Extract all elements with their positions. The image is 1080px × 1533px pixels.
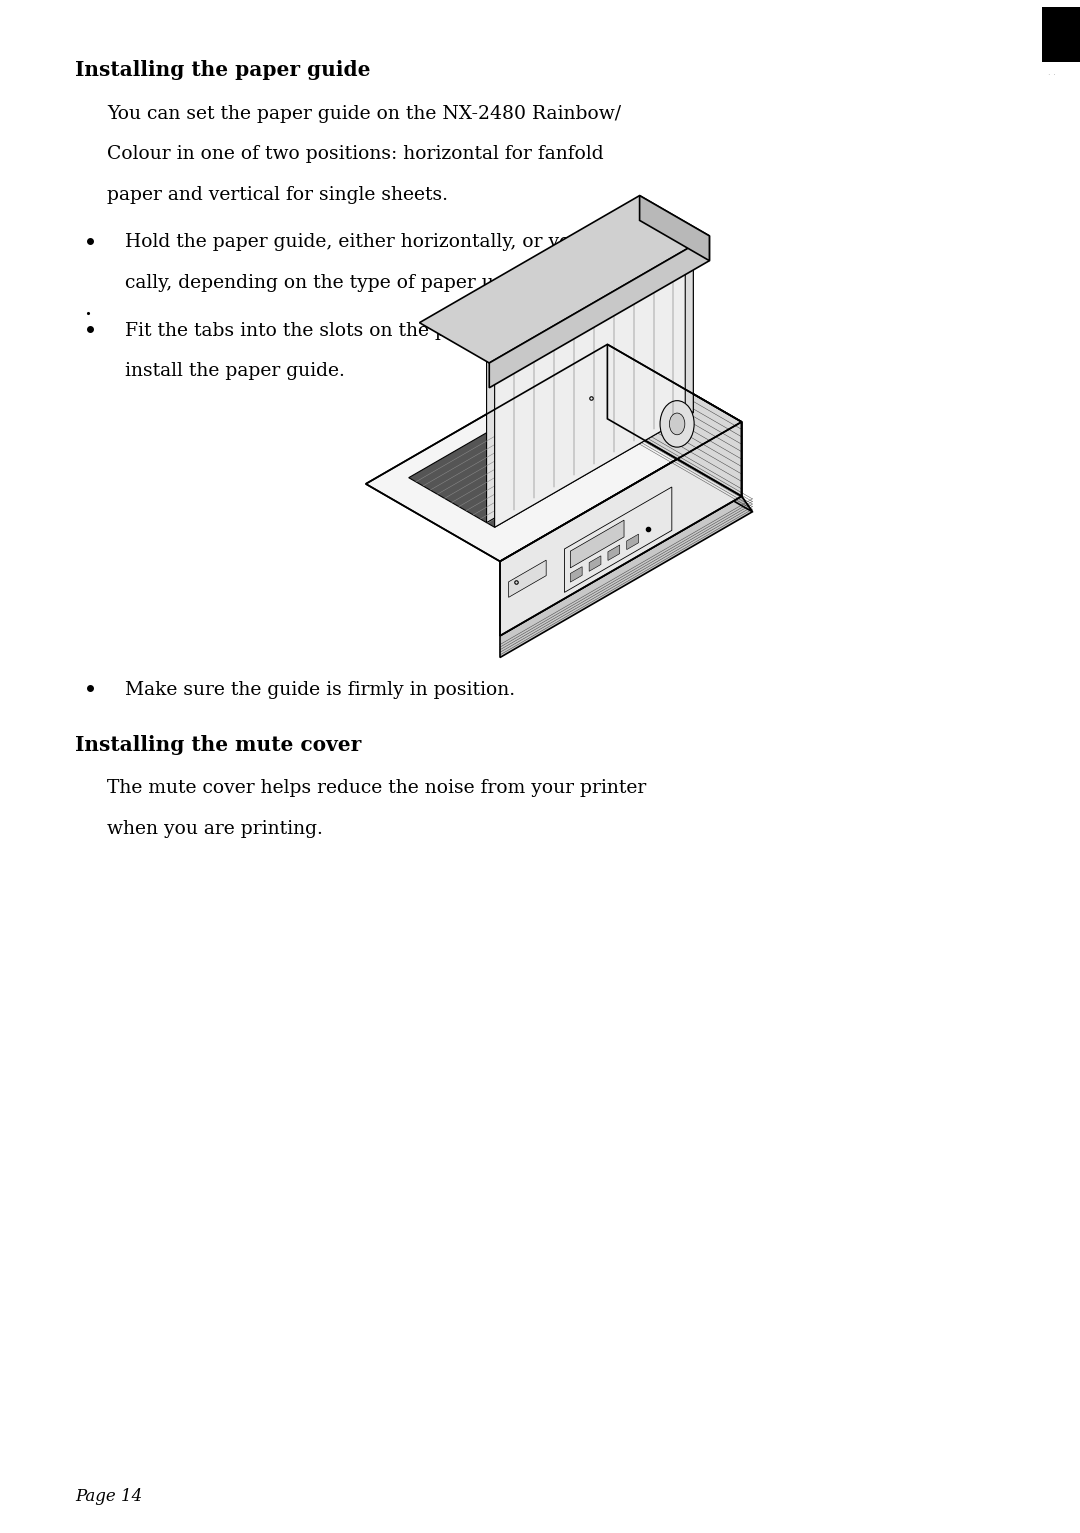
Ellipse shape bbox=[660, 400, 694, 448]
Polygon shape bbox=[500, 422, 742, 636]
Polygon shape bbox=[489, 236, 710, 388]
Text: cally, depending on the type of paper used.: cally, depending on the type of paper us… bbox=[125, 274, 532, 291]
Polygon shape bbox=[685, 235, 693, 412]
Polygon shape bbox=[589, 556, 600, 572]
Polygon shape bbox=[487, 235, 693, 354]
Text: Colour in one of two positions: horizontal for fanfold: Colour in one of two positions: horizont… bbox=[107, 146, 604, 162]
Polygon shape bbox=[607, 345, 742, 497]
Polygon shape bbox=[565, 487, 672, 592]
Text: The mute cover helps reduce the noise from your printer: The mute cover helps reduce the noise fr… bbox=[107, 779, 646, 797]
Text: Fit the tabs into the slots on the printer body to: Fit the tabs into the slots on the print… bbox=[125, 322, 578, 340]
Polygon shape bbox=[607, 419, 753, 512]
Ellipse shape bbox=[670, 412, 685, 435]
Polygon shape bbox=[366, 345, 742, 561]
Polygon shape bbox=[500, 497, 753, 658]
Text: Installing the mute cover: Installing the mute cover bbox=[75, 734, 361, 754]
Polygon shape bbox=[608, 544, 620, 561]
Polygon shape bbox=[408, 363, 693, 527]
Text: Make sure the guide is firmly in position.: Make sure the guide is firmly in positio… bbox=[125, 681, 515, 699]
Text: Page 14: Page 14 bbox=[75, 1489, 143, 1505]
Polygon shape bbox=[419, 196, 710, 363]
Polygon shape bbox=[570, 567, 582, 583]
Polygon shape bbox=[509, 560, 546, 598]
Text: when you are printing.: when you are printing. bbox=[107, 820, 323, 839]
Polygon shape bbox=[570, 520, 624, 567]
Text: paper and vertical for single sheets.: paper and vertical for single sheets. bbox=[107, 185, 448, 204]
Text: Installing the paper guide: Installing the paper guide bbox=[75, 60, 370, 80]
Text: install the paper guide.: install the paper guide. bbox=[125, 362, 345, 380]
Text: Hold the paper guide, either horizontally, or verti-: Hold the paper guide, either horizontall… bbox=[125, 233, 599, 251]
Text: You can set the paper guide on the NX-2480 Rainbow/: You can set the paper guide on the NX-24… bbox=[107, 104, 621, 123]
Polygon shape bbox=[626, 533, 638, 550]
Bar bbox=[1042, 8, 1080, 61]
Polygon shape bbox=[639, 196, 710, 261]
Text: . .: . . bbox=[1048, 67, 1056, 77]
Polygon shape bbox=[487, 235, 685, 523]
Polygon shape bbox=[495, 239, 693, 527]
